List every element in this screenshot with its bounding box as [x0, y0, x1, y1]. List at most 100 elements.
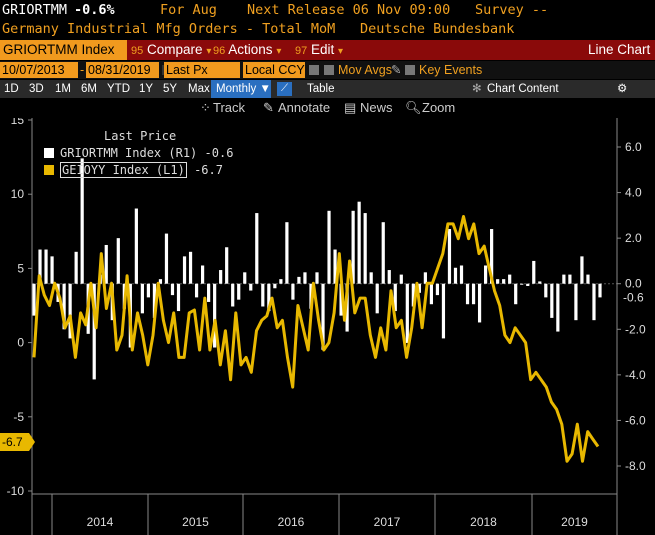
legend-swatch: [44, 148, 54, 158]
chart-legend: Last Price GRIORTMM Index (R1) -0.6 GEIO…: [38, 126, 238, 182]
legend-item-griortmm[interactable]: GRIORTMM Index (R1) -0.6: [44, 146, 233, 160]
bar: [568, 274, 572, 284]
key-events-label[interactable]: Key Events: [419, 63, 483, 77]
actions-button[interactable]: 96 Actions ▾: [213, 42, 282, 57]
bar: [477, 283, 482, 323]
bar: [249, 283, 253, 291]
right-last-value-tag: -0.6: [618, 289, 655, 306]
settings-bar: 10/07/2013 - 08/31/2019 Last Px Local CC…: [0, 61, 655, 79]
x-tick-label: 2018: [470, 515, 497, 529]
zoom-button[interactable]: Zoom: [422, 100, 456, 115]
bar: [291, 283, 295, 300]
command-bar: GRIORTMM Index 95 Compare ▾ 96 Actions ▾…: [0, 40, 655, 60]
legend-swatch: [44, 165, 54, 175]
survey: Survey --: [475, 2, 549, 18]
bar: [502, 279, 506, 284]
bar: [556, 283, 560, 332]
currency-select[interactable]: Local CCY: [243, 62, 305, 78]
bar: [471, 283, 476, 305]
mov-avgs-label[interactable]: Mov Avgs: [338, 63, 392, 77]
bar: [339, 283, 343, 316]
bar: [586, 274, 590, 284]
start-date-field[interactable]: 10/07/2013: [0, 62, 78, 78]
bar: [116, 238, 120, 284]
end-date-field[interactable]: 08/31/2019: [86, 62, 159, 78]
line-chart-icon[interactable]: ⟋: [277, 82, 292, 96]
bar: [279, 279, 283, 284]
period-max[interactable]: Max: [188, 83, 210, 95]
bar: [490, 229, 494, 284]
bar: [483, 265, 488, 284]
bar: [508, 274, 512, 284]
gear-icon[interactable]: ⚙: [617, 83, 628, 95]
legend-item-geioyy[interactable]: GEIOYY Index (L1) -6.7: [44, 162, 223, 178]
bar: [68, 283, 72, 339]
right-tick-label: 0.0: [625, 277, 642, 291]
security-field[interactable]: GRIORTMM Index: [0, 40, 127, 60]
annotate-button[interactable]: Annotate: [278, 100, 331, 115]
currency-dropdown-icon[interactable]: [309, 65, 319, 75]
bar: [538, 281, 542, 284]
right-tick-label: 4.0: [625, 186, 642, 200]
bar: [188, 251, 193, 284]
bar: [134, 208, 138, 284]
bar: [333, 249, 337, 284]
chart-plot[interactable]: 15 10 5 0 -5 -10 6.0 4.0 2.0 0.0 -2.0 -4.0 -6.0 -8.0 2…: [0, 118, 655, 535]
bar: [315, 272, 319, 284]
chart-tools: ⁘ Track ✎ Annotate ▤ News 🔍︎ Zoom: [0, 98, 655, 118]
period-ytd[interactable]: YTD: [107, 83, 130, 95]
bar: [369, 272, 373, 284]
chart-content-button[interactable]: Chart Content: [487, 83, 559, 95]
track-button[interactable]: Track: [213, 100, 246, 115]
bar: [285, 222, 289, 284]
bar: [38, 249, 42, 284]
bar: [351, 210, 355, 284]
key-events-checkbox[interactable]: [405, 65, 415, 75]
bar: [32, 283, 36, 316]
svg-text:-0.6: -0.6: [623, 290, 644, 304]
news-button[interactable]: News: [360, 100, 393, 115]
bar: [182, 256, 187, 284]
period-1m[interactable]: 1M: [55, 83, 71, 95]
bar: [550, 283, 554, 318]
right-tick-label: 6.0: [625, 140, 642, 154]
bar: [321, 283, 325, 350]
compare-button[interactable]: 95 Compare ▾: [131, 42, 212, 57]
bar: [92, 283, 96, 380]
pencil-icon[interactable]: ✎: [391, 63, 402, 77]
bar: [164, 233, 169, 284]
period-5y[interactable]: 5Y: [163, 83, 178, 95]
table-button[interactable]: Table: [307, 83, 335, 95]
left-tick-label: 10: [11, 187, 25, 201]
mov-avgs-checkbox[interactable]: [324, 65, 334, 75]
edit-button[interactable]: 97 Edit ▾: [295, 42, 344, 57]
track-icon: ⁘: [200, 100, 211, 115]
chart-type-label[interactable]: Line Chart: [588, 42, 651, 57]
period-1y[interactable]: 1Y: [139, 83, 154, 95]
bar: [363, 213, 367, 284]
bar: [598, 283, 602, 298]
bar: [381, 222, 385, 284]
left-tick-label: 5: [17, 261, 24, 275]
annotate-icon: ✎: [263, 100, 274, 115]
chevron-down-icon: ▾: [206, 46, 212, 57]
last-change: -0.6%: [74, 2, 115, 18]
period-3d[interactable]: 3D: [29, 83, 44, 95]
bar: [44, 249, 48, 284]
frequency-select[interactable]: Monthly ▼: [211, 80, 271, 98]
bar: [514, 283, 518, 305]
bar: [255, 213, 259, 284]
bar: [435, 283, 440, 296]
settings-icon[interactable]: ✻: [472, 83, 482, 95]
ticker-symbol: GRIORTMM: [2, 2, 68, 18]
bar: [152, 283, 157, 318]
description-bar: Germany Industrial Mfg Orders - Total Mo…: [0, 20, 655, 39]
bar: [261, 283, 265, 307]
period-6m[interactable]: 6M: [81, 83, 97, 95]
bar: [74, 251, 78, 284]
price-field-select[interactable]: Last Px: [164, 62, 240, 78]
bar: [532, 260, 536, 284]
period-1d[interactable]: 1D: [4, 83, 19, 95]
bar: [219, 270, 223, 284]
bar: [520, 283, 524, 285]
